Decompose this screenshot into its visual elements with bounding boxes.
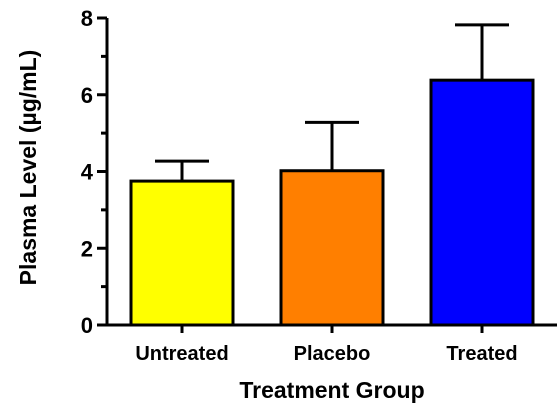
bar-untreated [129,179,235,327]
y-tick-label-6: 6 [81,83,93,108]
y-ticks-group: 0 2 4 6 8 [81,6,107,338]
x-tick-label-treated: Treated [446,343,517,365]
y-tick-label-4: 4 [81,160,94,185]
bars-group [129,78,535,327]
x-ticks-group: Untreated Placebo Treated [135,325,518,365]
bar-placebo [279,169,385,327]
x-axis-title: Treatment Group [239,377,424,403]
y-tick-label-0: 0 [81,313,93,338]
error-bars-group [155,23,509,182]
y-tick-label-8: 8 [81,6,93,31]
y-axis-title: Plasma Level (µg/mL) [15,50,41,286]
x-tick-label-untreated: Untreated [135,343,228,365]
x-tick-label-placebo: Placebo [294,343,371,365]
y-tick-label-2: 2 [81,236,93,261]
bar-treated [429,78,535,327]
